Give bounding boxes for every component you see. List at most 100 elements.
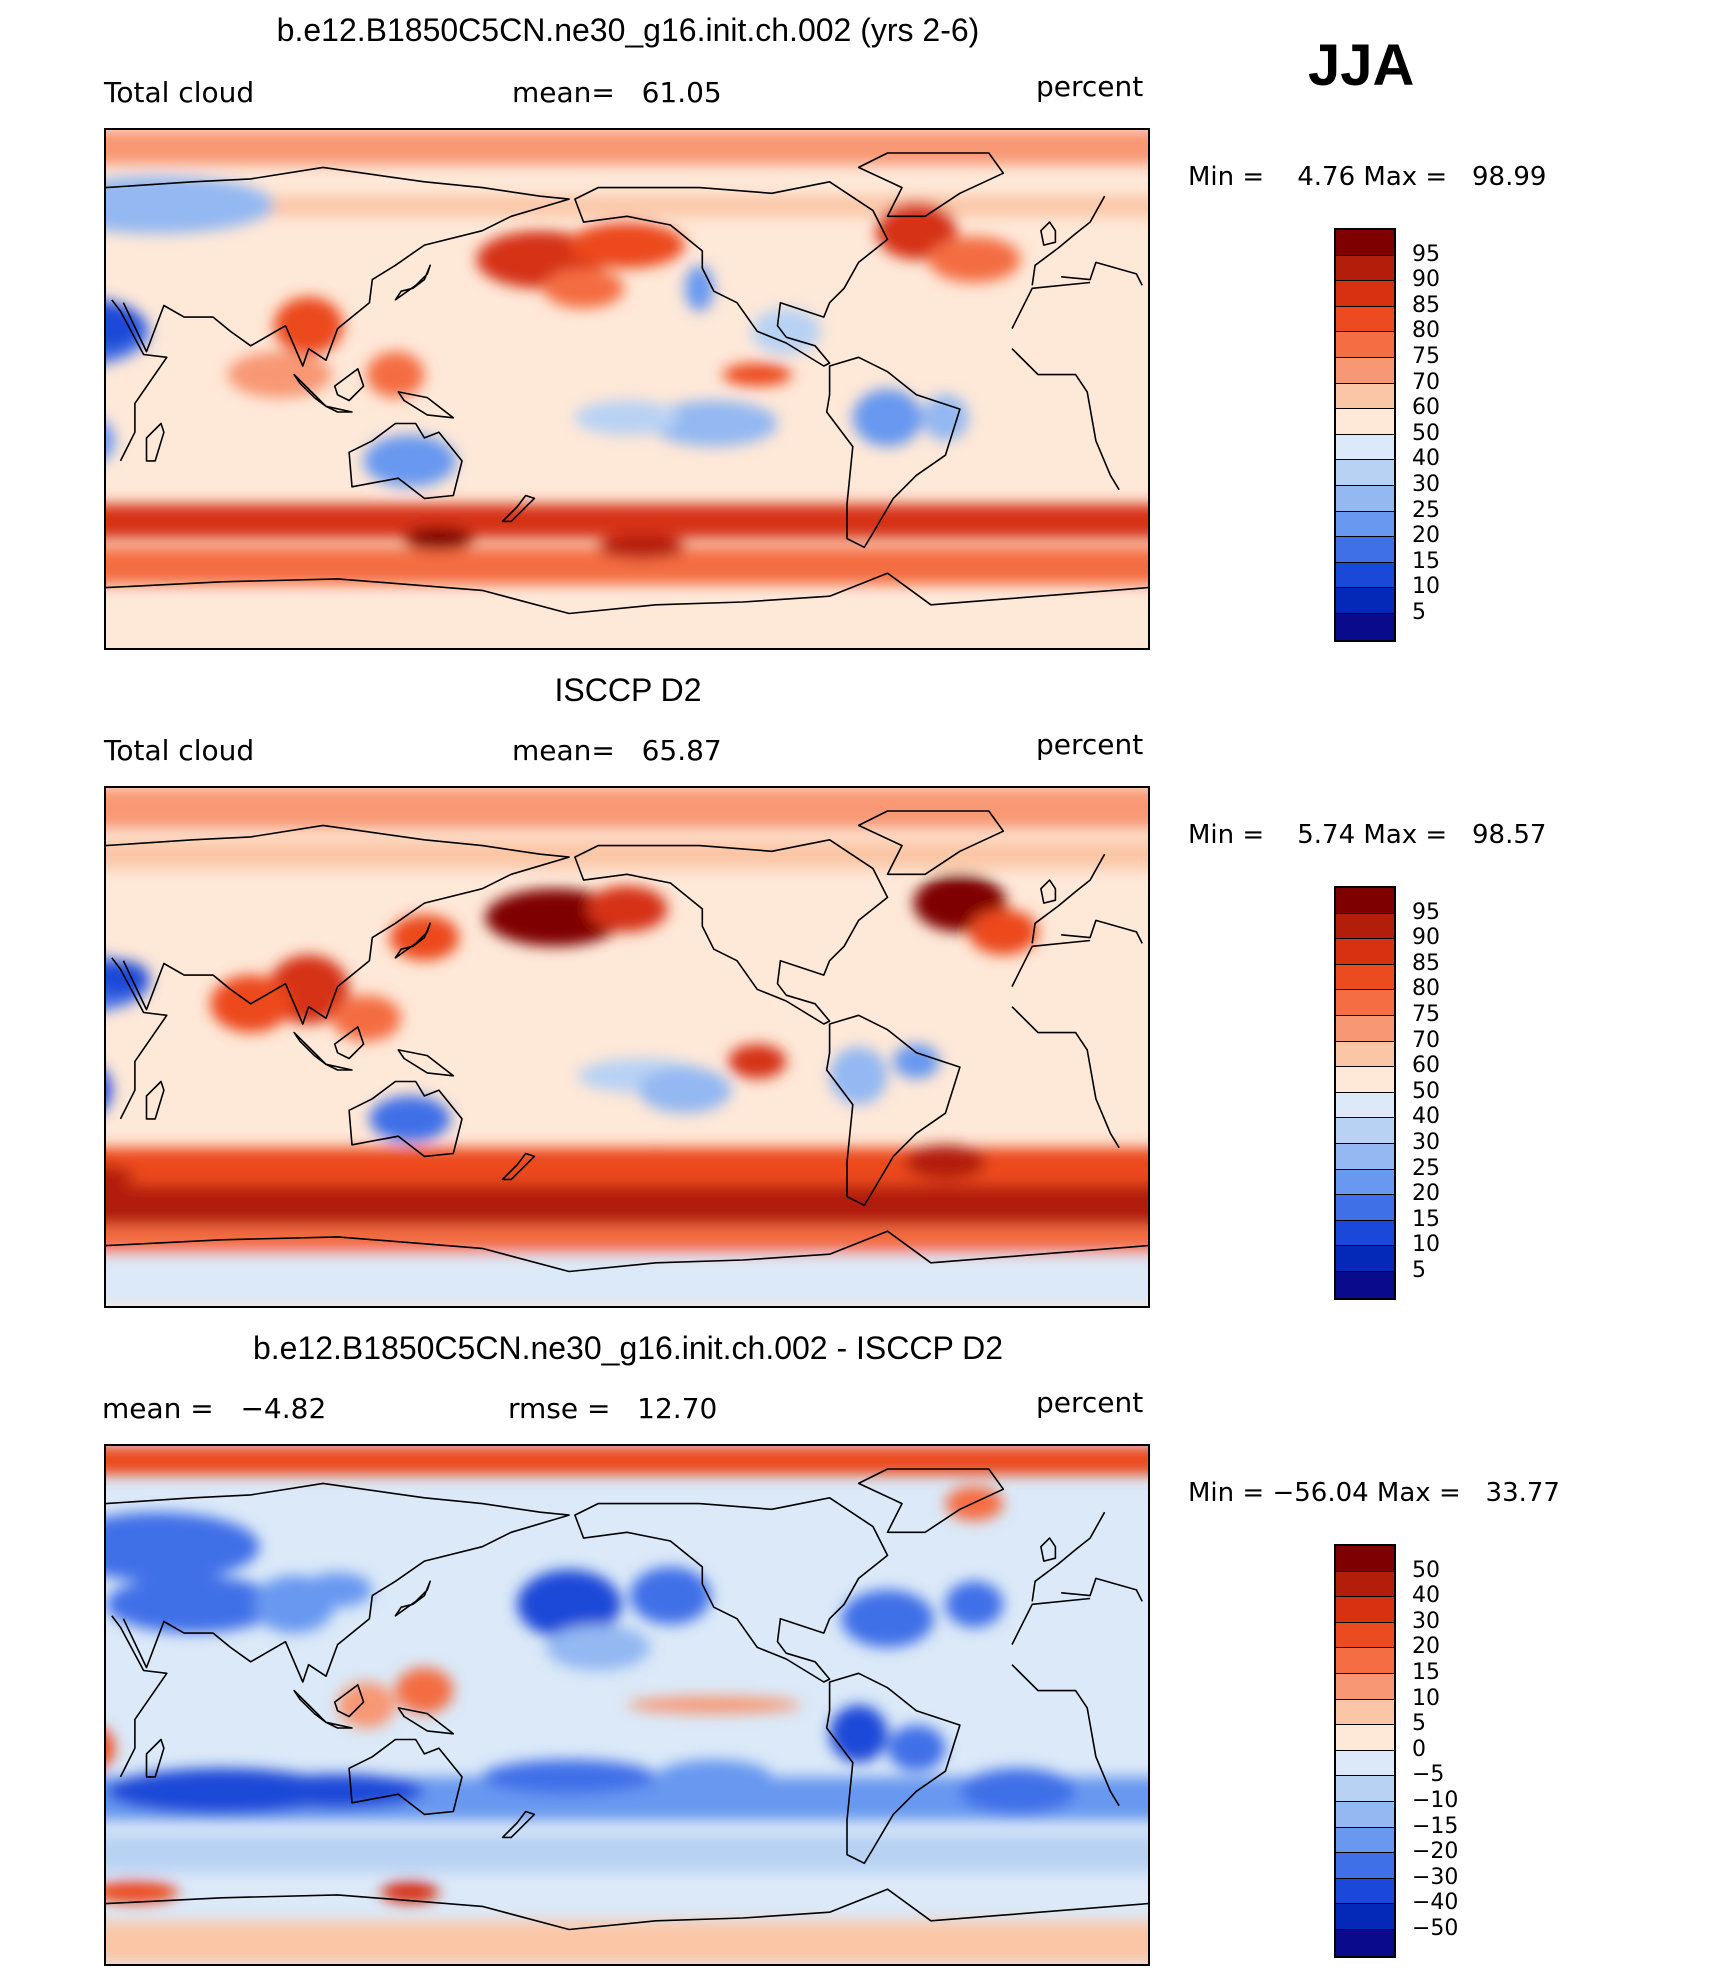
colorbar-swatch: [1336, 1220, 1394, 1247]
colorbar-swatch: [1336, 1725, 1394, 1751]
season-label: JJA: [1308, 33, 1415, 98]
coastline: [145, 1738, 165, 1778]
colorbar-tick-label: 20: [1412, 523, 1440, 549]
colorbar-swatch: [1336, 1546, 1394, 1572]
colorbar-tick-label: 70: [1412, 369, 1440, 395]
coastline: [348, 422, 463, 500]
colorbar-swatch: [1336, 281, 1394, 307]
panel1-right-label: percent: [1036, 70, 1144, 103]
colorbar-swatch: [1336, 537, 1394, 563]
field-blob: [650, 400, 778, 447]
colorbar-tick-label: 30: [1412, 472, 1440, 497]
field-blob: [841, 1589, 934, 1648]
field-blob: [543, 268, 625, 309]
coastline: [333, 1026, 365, 1060]
field-blob: [106, 176, 274, 234]
map-field: [106, 130, 1148, 648]
panel3-left-label: mean = −4.82: [102, 1392, 327, 1425]
coastline: [293, 373, 327, 408]
colorbar-tick-label: 20: [1412, 1634, 1440, 1660]
field-blob: [302, 1572, 373, 1608]
colorbar-swatch: [1336, 1195, 1394, 1221]
colorbar-swatch: [1336, 1597, 1394, 1623]
panel2-right-label: percent: [1036, 728, 1144, 761]
colorbar-swatch: [1336, 939, 1394, 965]
colorbar-tick-label: 10: [1412, 574, 1440, 600]
field-blob: [482, 1759, 656, 1795]
colorbar-tick-label: 15: [1412, 1206, 1440, 1232]
coastline: [1011, 281, 1091, 329]
colorbar-swatch: [1336, 1571, 1394, 1598]
panel2-title: ISCCP D2: [554, 672, 702, 708]
colorbar-swatch: [1336, 332, 1394, 358]
colorbar-tick-label: 15: [1412, 1660, 1440, 1685]
colorbar-swatch: [1336, 1143, 1394, 1170]
field-blob: [945, 1486, 1004, 1521]
field-band: [106, 604, 1148, 648]
colorbar-tick-label: 60: [1412, 395, 1440, 421]
panel3-map: [104, 1444, 1150, 1966]
field-blob: [250, 1774, 425, 1809]
colorbar-swatch: [1336, 306, 1394, 333]
coastline: [397, 1707, 455, 1735]
field-band: [106, 504, 1148, 539]
coastline: [1061, 1577, 1143, 1602]
colorbar-tick-label: 5: [1412, 1258, 1426, 1283]
coastline: [293, 1031, 327, 1066]
field-blob: [369, 1095, 451, 1142]
field-blob: [829, 1047, 888, 1105]
colorbar-swatch: [1336, 1246, 1394, 1272]
coastline: [1040, 221, 1057, 246]
panel2-map: [104, 786, 1150, 1308]
colorbar-tick-label: 25: [1412, 1155, 1440, 1181]
colorbar-swatch: [1336, 1648, 1394, 1674]
coastline: [394, 922, 432, 959]
field-blob: [968, 908, 1039, 955]
colorbar-tick-label: 40: [1412, 1104, 1440, 1130]
field-blob: [331, 995, 402, 1042]
field-blob: [627, 1696, 801, 1714]
coastline: [333, 1684, 365, 1718]
field-band: [106, 1446, 1148, 1475]
colorbar-swatch: [1336, 1271, 1394, 1298]
coastline: [111, 957, 168, 1120]
field-blob: [106, 1880, 179, 1904]
colorbar-tick-label: 20: [1412, 1181, 1440, 1207]
coastline: [106, 572, 1148, 615]
colorbar-swatch: [1336, 1853, 1394, 1879]
coastline: [501, 1810, 536, 1839]
map-field: [106, 788, 1148, 1306]
colorbar-tick-label: 80: [1412, 976, 1440, 1002]
coastline: [348, 1738, 463, 1816]
panel1-left-label: Total cloud: [104, 76, 255, 109]
panel1-minmax: Min = 4.76 Max = 98.99: [1188, 162, 1547, 192]
field-blob: [106, 1165, 135, 1188]
field-band: [106, 788, 1148, 829]
coastline: [106, 1482, 570, 1683]
field-blob: [363, 435, 457, 487]
field-blob: [106, 422, 115, 459]
field-band: [106, 1834, 1148, 1872]
field-blob: [545, 1624, 651, 1671]
colorbar-swatch: [1336, 913, 1394, 940]
panel3-colorbar: [1334, 1544, 1396, 1958]
colorbar-swatch: [1336, 1015, 1394, 1042]
colorbar-tick-label: 10: [1412, 1232, 1440, 1258]
colorbar-tick-label: −50: [1412, 1916, 1459, 1941]
colorbar-tick-label: 5: [1412, 1711, 1426, 1737]
field-band: [106, 1254, 1148, 1306]
coastline: [111, 1615, 168, 1778]
field-blob: [684, 265, 714, 312]
colorbar-tick-label: 40: [1412, 446, 1440, 472]
field-blob: [893, 1044, 940, 1079]
coastline: [111, 299, 168, 462]
field-blob: [945, 1581, 1004, 1628]
panel1-map: [104, 128, 1150, 650]
colorbar-tick-label: 30: [1412, 1130, 1440, 1155]
coastline: [333, 368, 365, 402]
coastline: [106, 824, 570, 1025]
colorbar-tick-label: −40: [1412, 1890, 1459, 1916]
coastline: [1040, 879, 1057, 904]
colorbar-swatch: [1336, 1827, 1394, 1854]
coastline: [1031, 853, 1106, 944]
